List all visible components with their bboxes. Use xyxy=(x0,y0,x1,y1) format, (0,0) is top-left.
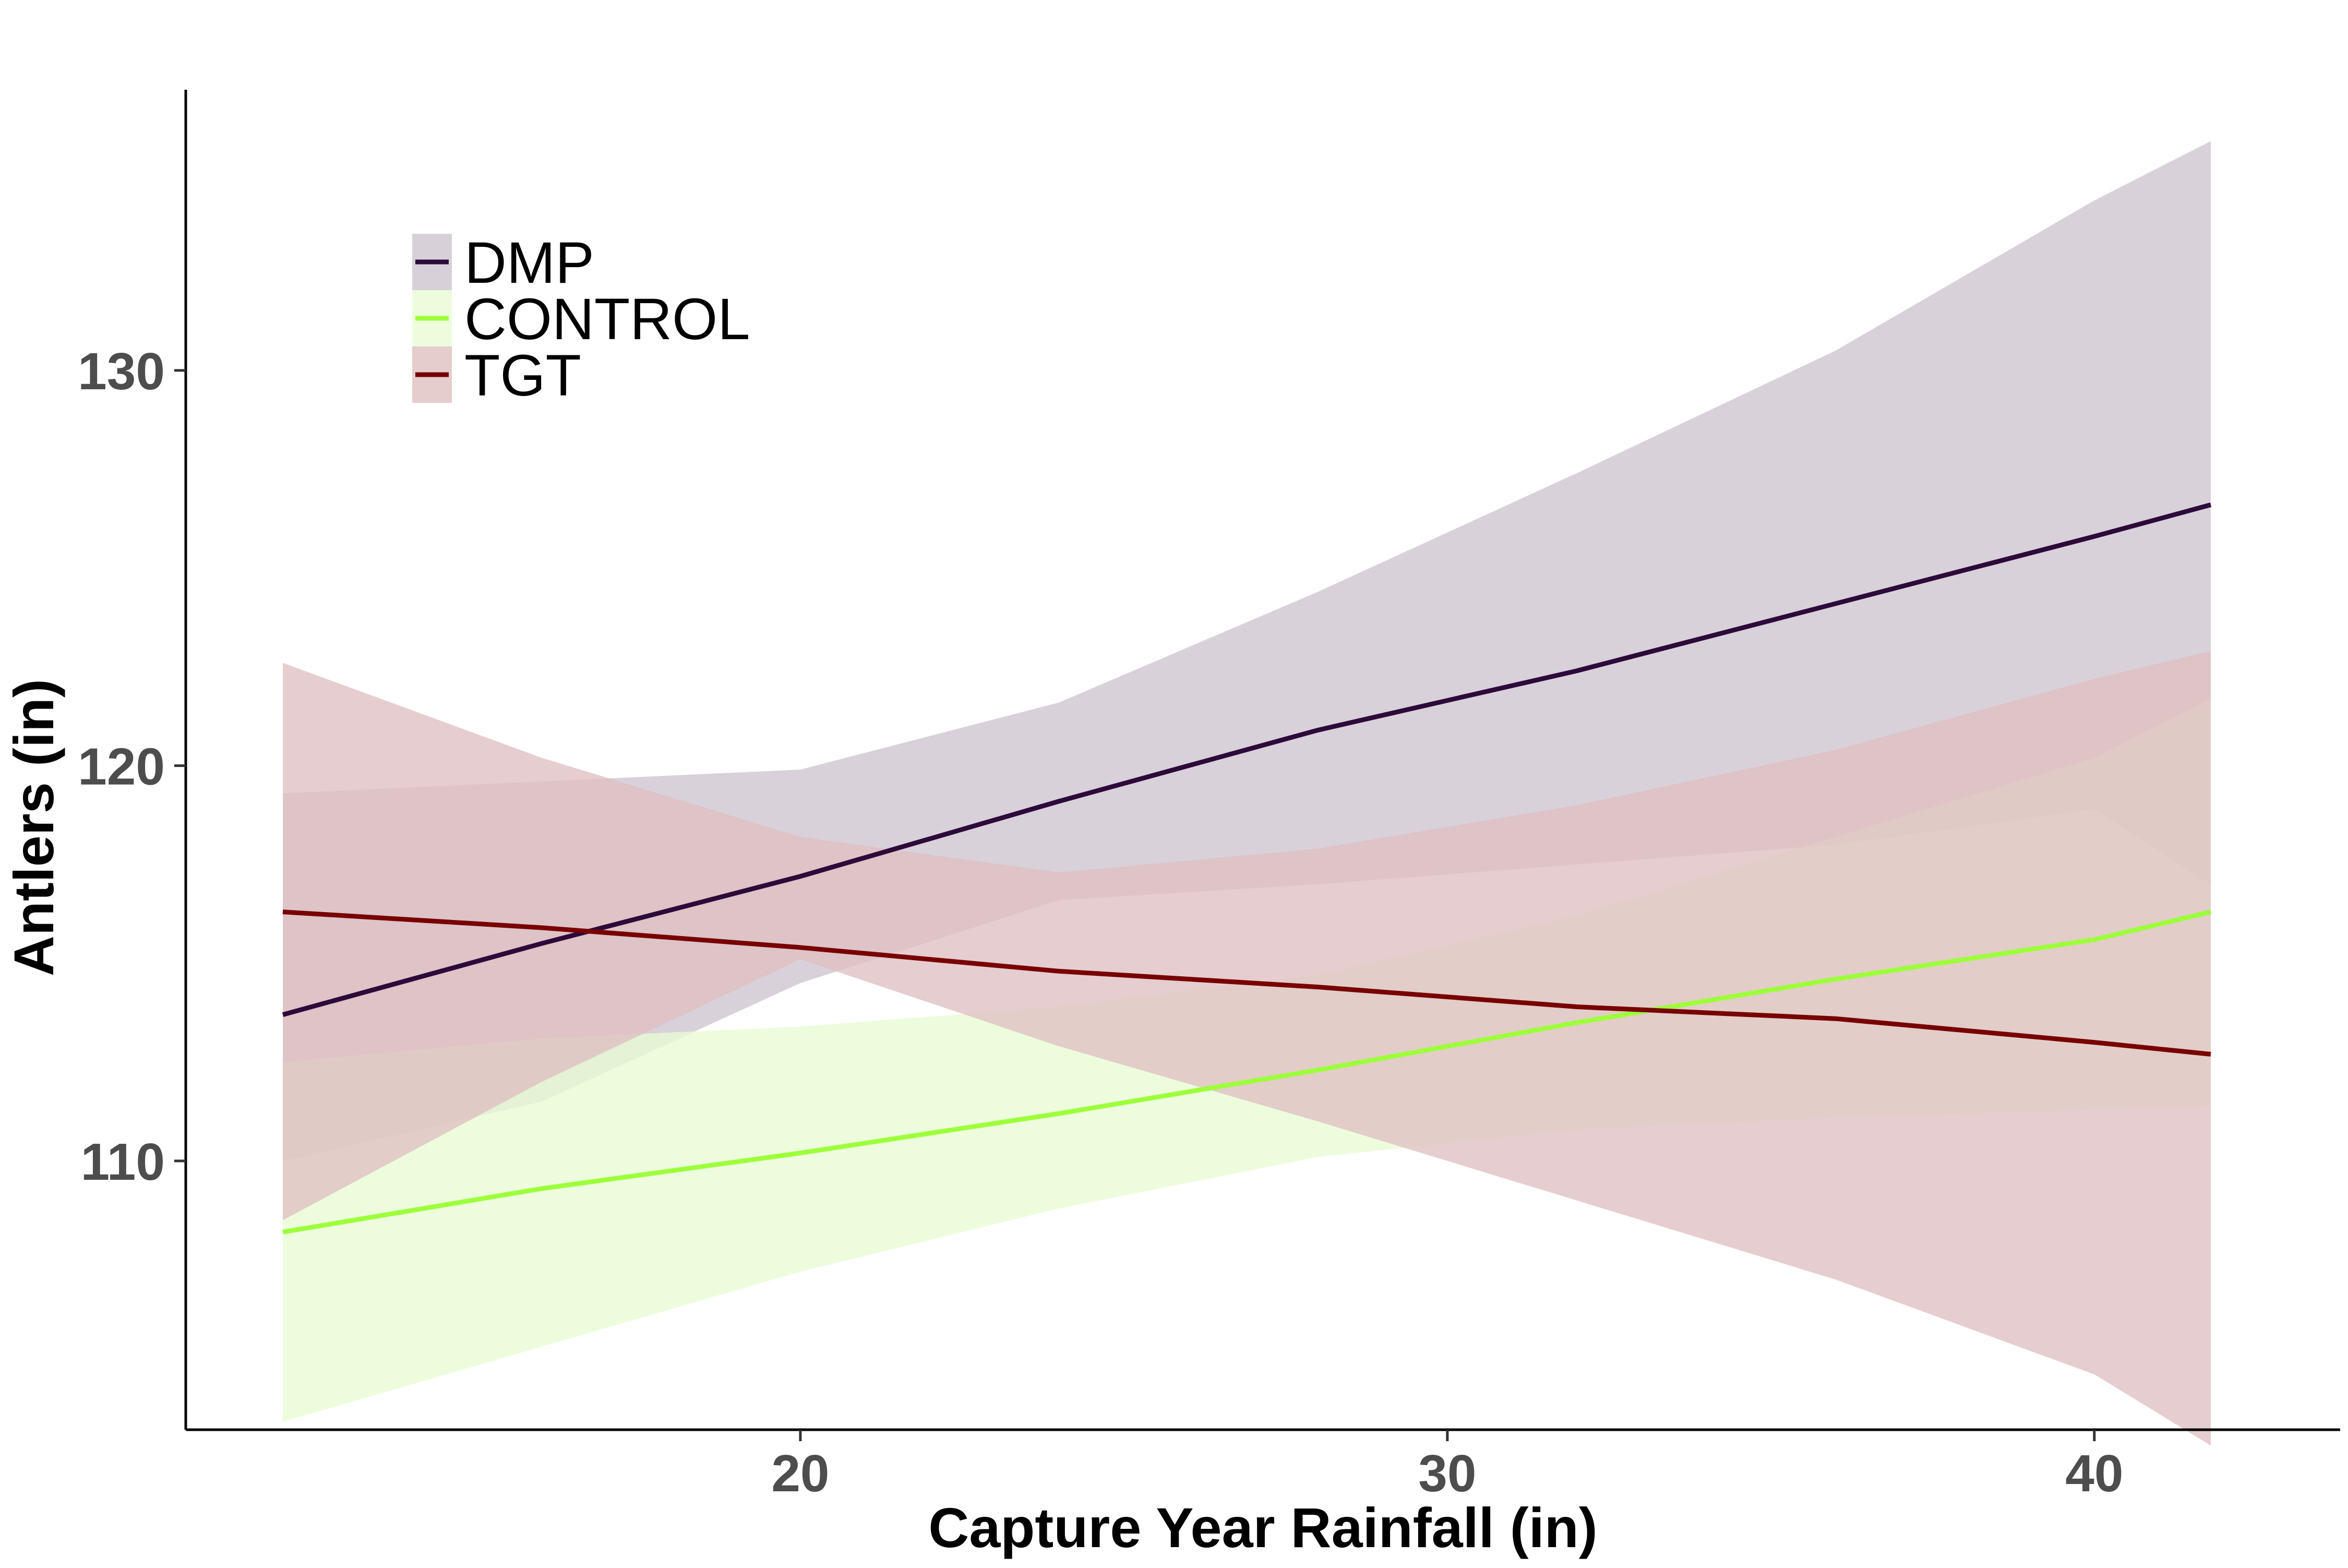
line-dmp xyxy=(282,502,2212,1017)
legend-label: DMP xyxy=(464,230,594,295)
y-tick-label-130: 130 xyxy=(78,342,165,401)
x-tick-label-40: 40 xyxy=(2065,1444,2123,1503)
axes xyxy=(184,90,2340,1431)
y-axis-title: Antlers (in) xyxy=(2,679,65,976)
axis-ticks: 20 30 40 110 120 130 xyxy=(78,342,2123,1503)
legend-item-dmp: DMP xyxy=(412,230,594,295)
legend-item-control: CONTROL xyxy=(412,286,750,352)
x-axis-title: Capture Year Rainfall (in) xyxy=(928,1496,1597,1559)
trend-lines xyxy=(282,502,2212,1235)
confidence-bands xyxy=(283,141,2211,1446)
line-control xyxy=(282,909,2212,1235)
x-tick-label-30: 30 xyxy=(1418,1444,1476,1503)
legend-item-tgt: TGT xyxy=(412,343,581,408)
x-tick-label-20: 20 xyxy=(771,1444,829,1503)
band-tgt xyxy=(283,651,2211,1446)
y-tick-label-110: 110 xyxy=(81,1133,165,1191)
legend-label: CONTROL xyxy=(464,286,750,352)
line-tgt xyxy=(282,909,2211,1057)
y-tick-label-120: 120 xyxy=(78,737,165,796)
legend-label: TGT xyxy=(464,343,581,408)
